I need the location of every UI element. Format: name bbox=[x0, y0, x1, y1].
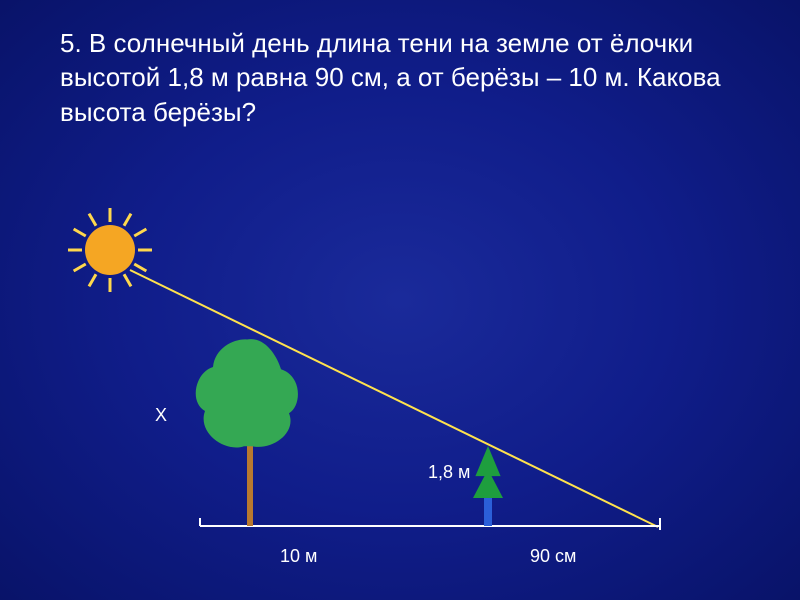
fir-shadow-label: 90 см bbox=[530, 546, 576, 567]
diagram: X 1,8 м 10 м 90 см bbox=[0, 0, 800, 600]
fir-trunk bbox=[484, 498, 492, 526]
sun-icon bbox=[85, 225, 135, 275]
birch-shadow-label: 10 м bbox=[280, 546, 317, 567]
fir-height-label: 1,8 м bbox=[428, 462, 470, 483]
fir-tree-icon bbox=[473, 446, 503, 498]
birch-height-label: X bbox=[155, 405, 167, 426]
diagram-svg bbox=[0, 0, 800, 600]
birch-foliage-icon bbox=[196, 339, 298, 447]
